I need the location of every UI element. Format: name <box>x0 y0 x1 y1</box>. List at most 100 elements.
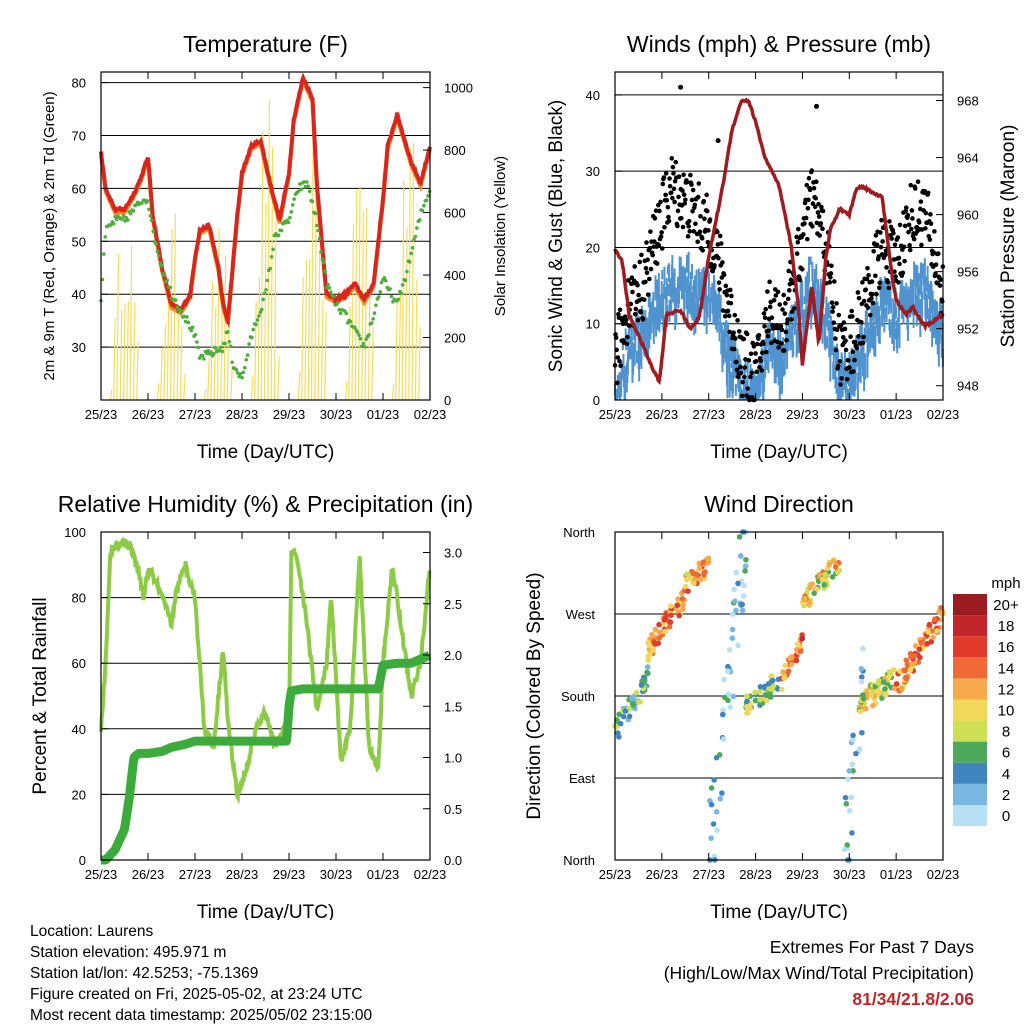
gust-point <box>672 178 678 184</box>
x-tick-label: 01/23 <box>880 407 913 422</box>
dewpoint-point <box>396 297 401 302</box>
dewpoint-point <box>200 353 205 358</box>
direction-point <box>912 643 919 649</box>
gust-point <box>906 229 911 235</box>
gust-point <box>843 338 848 344</box>
dewpoint-point <box>409 251 414 256</box>
direction-point <box>620 713 627 720</box>
dewpoint-point <box>219 345 223 350</box>
dewpoint-point <box>358 336 363 341</box>
dewpoint-point <box>238 372 243 376</box>
dewpoint-point <box>362 345 367 349</box>
dewpoint-point <box>389 294 394 299</box>
gust-point <box>751 344 757 349</box>
gust-point <box>728 300 734 306</box>
gust-point <box>636 292 641 298</box>
gust-point <box>883 252 888 258</box>
gust-point <box>645 292 651 297</box>
direction-point <box>688 575 694 582</box>
gust-point <box>908 182 914 188</box>
y-tick-label: 100 <box>64 525 86 540</box>
dewpoint-point <box>413 234 418 239</box>
gust-point <box>856 334 861 339</box>
gust-point <box>762 324 767 329</box>
direction-point <box>626 713 633 720</box>
y2-tick-label: 968 <box>957 94 979 109</box>
gust-point <box>660 181 666 187</box>
chart-title: Winds (mph) & Pressure (mb) <box>627 31 931 57</box>
y-tick-label: 0 <box>593 393 600 408</box>
gust-point <box>759 368 765 373</box>
gust-point <box>684 179 690 185</box>
gust-point <box>702 216 707 222</box>
gust-point <box>675 208 681 214</box>
dewpoint-point <box>399 291 404 296</box>
direction-point <box>630 702 636 708</box>
x-tick-label: 02/23 <box>927 407 960 422</box>
y-axis-label: Sonic Wind & Gust (Blue, Black) <box>546 100 567 372</box>
direction-point <box>617 720 624 727</box>
gust-point <box>664 198 670 203</box>
gust-point <box>753 351 758 356</box>
x-tick-label: 25/23 <box>85 867 118 882</box>
gust-point <box>761 341 766 347</box>
x-tick-label: 27/23 <box>692 407 725 422</box>
solar-spike <box>320 300 324 401</box>
gust-point <box>855 290 861 295</box>
y2-tick-label: 1.0 <box>444 751 462 766</box>
y-axis-label: Percent & Total Rainfall <box>30 597 51 794</box>
gust-point <box>720 260 725 265</box>
gust-point <box>879 217 884 223</box>
dewpoint-point <box>247 342 251 346</box>
dewpoint-point <box>128 211 133 216</box>
gust-point <box>635 282 640 288</box>
gust-point <box>663 171 669 176</box>
gust-point <box>869 296 874 301</box>
gust-point <box>912 186 918 191</box>
x-tick-label: 29/23 <box>273 867 306 882</box>
dewpoint-point <box>109 223 113 227</box>
gust-point <box>835 363 841 369</box>
gust-point <box>690 187 696 193</box>
direction-point <box>730 611 736 617</box>
gust-point <box>671 186 677 192</box>
x-tick-label: 26/23 <box>646 867 679 882</box>
gust-point <box>860 340 866 346</box>
gust-point <box>933 262 939 267</box>
chart-title: Relative Humidity (%) & Precipitation (i… <box>58 491 473 517</box>
dewpoint-point <box>417 218 422 222</box>
direction-point <box>908 653 914 660</box>
gust-point <box>928 221 934 227</box>
x-tick-label: 30/23 <box>833 407 866 422</box>
gust-point <box>615 355 621 360</box>
gust-point <box>623 321 628 326</box>
direction-point <box>680 606 686 613</box>
direction-point <box>832 564 839 570</box>
direction-point <box>700 559 707 565</box>
dewpoint-point <box>324 285 329 290</box>
gust-point <box>786 268 792 274</box>
x-tick-label: 01/23 <box>367 867 400 882</box>
solar-spike <box>160 347 163 401</box>
gust-point <box>749 370 754 376</box>
direction-point <box>697 576 703 583</box>
solar-spike <box>398 291 402 401</box>
solar-spike <box>273 220 277 401</box>
y-tick-label: East <box>569 771 595 786</box>
dewpoint-point <box>415 226 419 230</box>
dewpoint-point <box>111 221 116 226</box>
gust-point <box>796 226 801 232</box>
gust-point <box>670 195 675 201</box>
gust-point <box>789 317 794 322</box>
dewpoint-point <box>292 197 296 201</box>
gust-point <box>673 159 679 165</box>
gust-point <box>852 339 858 345</box>
gust-point <box>715 229 720 235</box>
direction-point <box>781 675 787 681</box>
gust-point <box>851 369 856 374</box>
dewpoint-point <box>372 311 377 315</box>
gust-point <box>643 279 648 285</box>
gust-point <box>918 199 924 204</box>
colorbar-swatch <box>953 762 987 784</box>
direction-point <box>719 790 725 796</box>
